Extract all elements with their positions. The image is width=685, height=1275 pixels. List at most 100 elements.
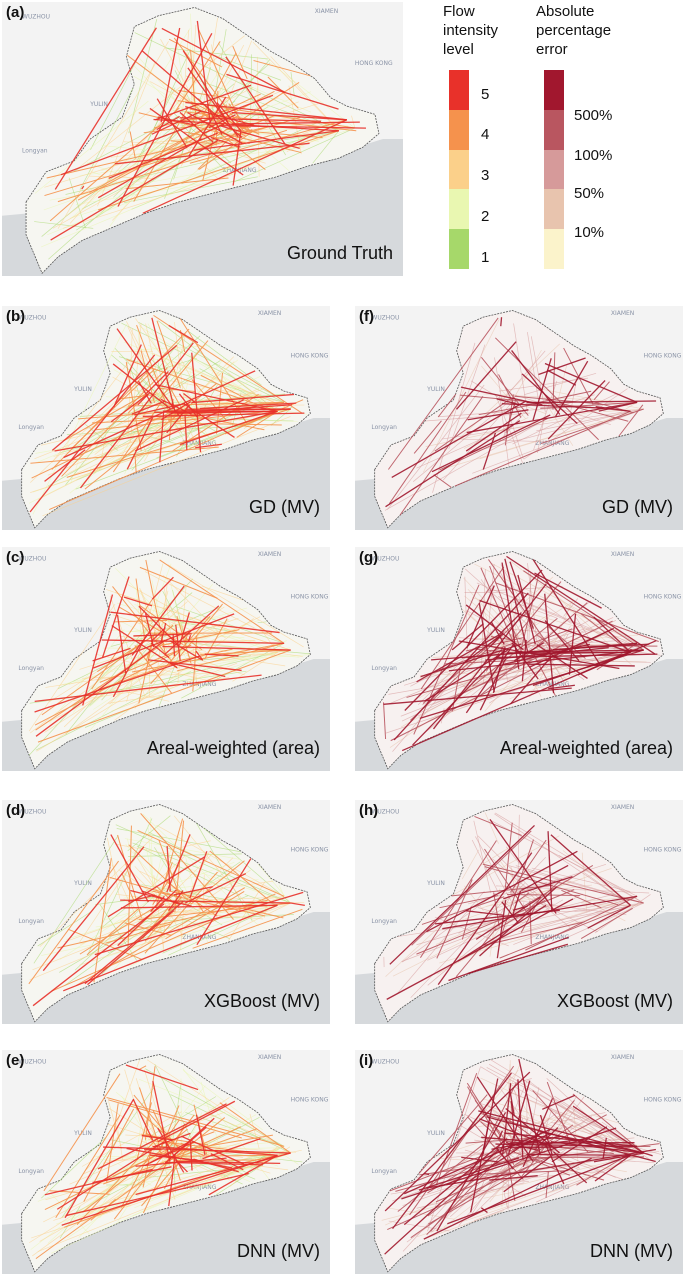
od-flow-line [168,324,199,344]
od-flow-line [93,858,112,983]
od-flow-line [474,1152,538,1214]
od-flow-line [154,1063,202,1160]
od-flow-line [97,61,156,207]
od-flow-line [151,317,176,412]
od-flow-line [419,649,644,720]
od-flow-line [161,401,192,421]
place-name-label: HONG KONG [291,594,329,601]
od-flow-line [111,625,178,669]
od-flow-line [127,825,132,947]
od-flow-line [125,844,173,900]
od-flow-line [489,1175,538,1181]
od-flow-line [179,410,278,446]
od-flow-line [163,1146,188,1190]
od-flow-line [643,1152,653,1157]
place-name-label: YULIN [73,627,92,634]
od-flow-line [458,878,559,934]
place-name-label: ZHANJIANG [182,934,216,941]
od-flow-line [156,98,188,149]
od-flow-line [257,621,267,624]
od-flow-line [154,383,278,412]
sea-area [2,1162,330,1274]
od-flow-line [79,342,194,489]
od-flow-line [143,1122,279,1167]
od-flow-line [173,110,296,118]
od-flow-line [126,359,278,412]
error-band-4-swatch [544,189,564,230]
od-flow-line [206,1112,285,1147]
od-flow-line [481,365,526,420]
od-flow-line [496,900,507,959]
od-flow-line [467,943,569,975]
od-flow-line [162,575,219,632]
od-flow-line [33,835,119,964]
sea-area [355,418,683,530]
od-flow-line [128,894,156,903]
od-flow-line [213,54,282,81]
od-flow-line [29,354,156,513]
od-flow-line [63,904,278,992]
od-flow-line [511,350,561,415]
od-flow-line [508,1146,563,1149]
od-flow-line [503,1156,551,1193]
od-flow-line [198,131,253,170]
od-flow-line [170,140,214,145]
od-flow-line [132,63,189,123]
od-flow-line [142,119,348,214]
od-flow-line [127,584,226,639]
od-flow-line [587,904,631,929]
place-name-label: YULIN [426,1130,445,1137]
od-flow-line [446,1149,510,1186]
od-flow-line [109,876,182,898]
od-flow-line [488,559,558,658]
od-flow-line [247,118,318,138]
od-flow-line [232,45,248,80]
od-flow-line [594,1154,631,1182]
od-flow-line [478,1110,644,1154]
od-flow-line [479,886,558,957]
od-flow-line [584,872,631,906]
od-flow-line [187,67,239,138]
panel-title-d: XGBoost (MV) [203,991,320,1011]
od-flow-line [231,111,347,121]
od-flow-line [145,371,169,394]
od-flow-line [484,848,530,916]
map-panel-e: WUZHOU YULIN Longyan XIAMEN HONG KONG ZHANJIA… [2,1050,330,1274]
od-flow-line [412,394,517,482]
od-flow-line [138,1078,238,1119]
od-flow-line [526,628,573,646]
od-flow-line [160,622,167,642]
place-name-label: WUZHOU [371,314,399,321]
place-name-label: WUZHOU [18,314,46,321]
od-flow-line [500,317,503,327]
od-flow-line [90,54,140,150]
od-flow-line [312,130,340,164]
od-flow-line [418,1094,488,1174]
place-name-label: WUZHOU [18,1058,46,1065]
od-flow-line [165,890,245,940]
od-flow-line [110,127,355,158]
od-flow-line [536,408,644,432]
od-flow-line [290,902,305,906]
od-flow-line [466,401,638,434]
od-flow-line [42,846,145,972]
panel-title-g: Areal-weighted (area) [499,738,673,758]
od-flow-line [423,1157,592,1240]
od-flow-line [439,418,548,471]
error-legend-title: Absolute percentage error [536,3,612,58]
od-flow-line [35,1147,188,1260]
panel-label-i: (i) [359,1052,374,1069]
od-flow-line [162,645,291,651]
od-flow-line [419,666,602,676]
od-flow-line [119,635,206,652]
od-flow-line [126,1147,232,1169]
od-flow-line [201,143,266,164]
od-flow-line [150,895,165,912]
od-flow-line [219,124,366,129]
od-flow-line [76,106,269,231]
od-flow-line [140,589,172,661]
od-flow-line [155,856,162,886]
od-flow-line [110,1059,140,1140]
